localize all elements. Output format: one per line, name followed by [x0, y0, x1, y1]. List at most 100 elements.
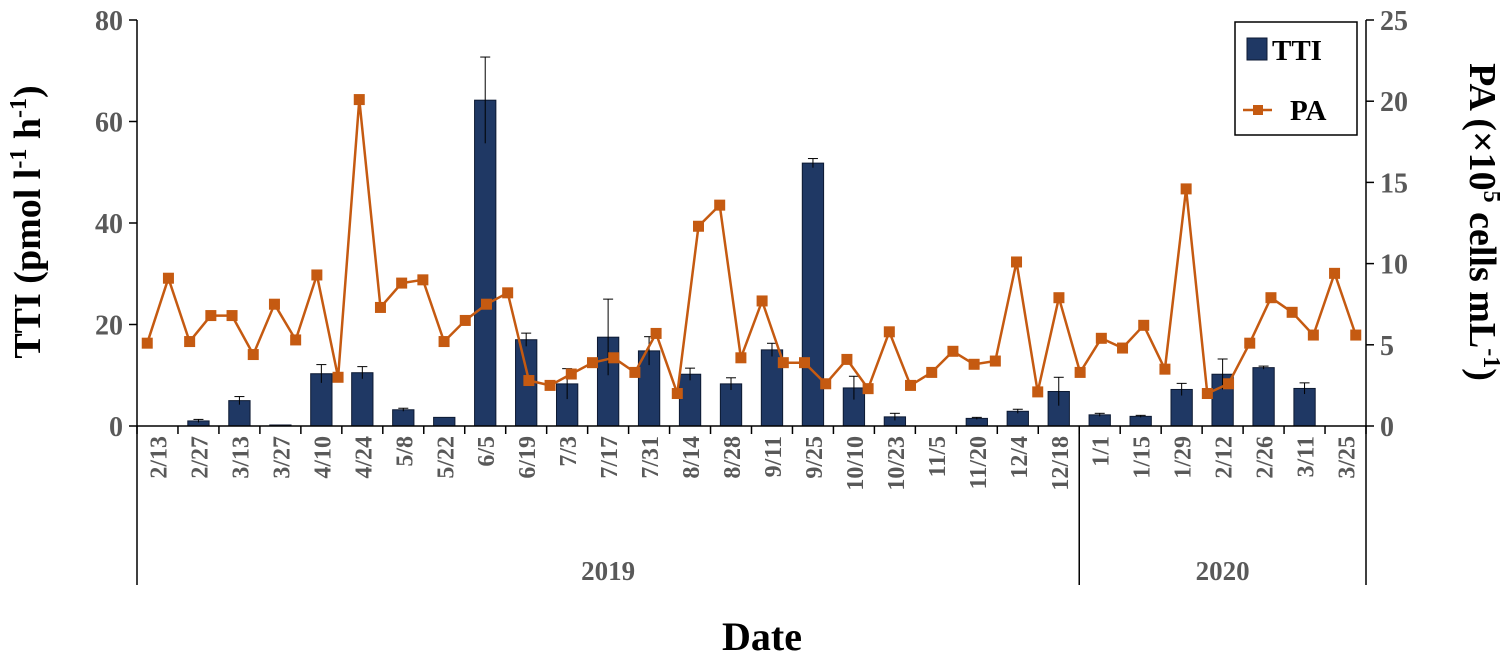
pa-point — [311, 269, 323, 281]
tick-labels: 0 20 40 60 80 0 5 10 15 20 25 2/13 2/27 3/13 3/27 4/10 4… — [95, 6, 1408, 586]
pa-point — [544, 379, 556, 391]
x-tick-label: 7/17 — [597, 436, 623, 479]
legend-bar-swatch — [1246, 37, 1268, 61]
x-tick-label: 2/12 — [1212, 436, 1238, 479]
x-tick-label: 9/25 — [802, 436, 828, 479]
x-tick-label: 1/15 — [1130, 436, 1156, 479]
pa-point — [1011, 256, 1023, 268]
pa-point — [1159, 363, 1171, 375]
pa-point — [1350, 329, 1362, 341]
pa-point — [947, 345, 959, 357]
legend: TTI PA — [1234, 21, 1358, 136]
legend-label-pa: PA — [1290, 95, 1327, 127]
pa-point — [1138, 319, 1150, 331]
pa-line — [146, 98, 1357, 395]
pa-point — [1053, 292, 1065, 304]
x-tick-label: 1/29 — [1171, 436, 1197, 479]
y-left-tick-label: 80 — [95, 6, 123, 37]
legend-label-tti: TTI — [1272, 35, 1322, 67]
pa-point — [608, 352, 620, 364]
pa-point — [1329, 267, 1341, 279]
x-tick-label: 2/27 — [187, 436, 213, 479]
pa-line-series — [141, 94, 1362, 400]
pa-point — [374, 301, 386, 313]
pa-point — [1180, 183, 1192, 195]
bar-tti — [719, 383, 743, 427]
bar-tti — [1252, 367, 1275, 427]
pa-point — [586, 357, 598, 369]
pa-point — [162, 272, 174, 284]
axes — [129, 19, 1374, 585]
x-tick-label: 6/19 — [515, 436, 541, 479]
y-right-tick-label: 15 — [1380, 168, 1408, 199]
x-tick-label: 3/13 — [228, 436, 254, 479]
pa-point — [1307, 329, 1319, 341]
pa-point — [247, 349, 259, 361]
bar-tti — [392, 409, 415, 427]
pa-point — [226, 310, 238, 322]
bar-tti — [1129, 415, 1152, 427]
bar-tti — [1088, 414, 1111, 427]
pa-point — [184, 336, 196, 348]
pa-point — [141, 337, 153, 349]
y-right-tick-label: 10 — [1380, 250, 1408, 281]
y-left-tick-label: 40 — [95, 209, 123, 240]
pa-point — [905, 379, 917, 391]
x-tick-label: 3/25 — [1335, 436, 1361, 479]
pa-point — [777, 357, 789, 369]
pa-point — [714, 199, 726, 211]
x-tick-label: 3/11 — [1294, 436, 1320, 477]
pa-point — [799, 357, 811, 369]
pa-point — [629, 366, 641, 378]
pa-point — [735, 352, 747, 364]
x-tick-label: 3/27 — [269, 436, 295, 479]
pa-point — [692, 220, 704, 232]
pa-point — [1032, 386, 1044, 398]
x-tick-label: 4/10 — [310, 436, 336, 479]
bar-tti — [474, 99, 497, 427]
bar-tti — [1006, 410, 1029, 427]
pa-point — [968, 358, 980, 370]
x-tick-label: 10/10 — [843, 436, 869, 491]
pa-point — [523, 375, 535, 387]
x-tick-label: 7/3 — [556, 436, 582, 467]
y-left-tick-label: 0 — [109, 412, 123, 443]
bar-tti — [351, 372, 374, 427]
y-right-tick-label: 5 — [1380, 331, 1394, 362]
x-axis-title: Date — [722, 614, 802, 659]
x-tick-label: 2/13 — [147, 436, 173, 479]
x-tick-label: 4/24 — [351, 436, 377, 479]
x-tick-label: 12/4 — [1007, 436, 1033, 479]
year-label: 2020 — [1196, 556, 1250, 586]
pa-point — [480, 298, 492, 310]
y-right-tick-label: 0 — [1380, 412, 1394, 443]
pa-point — [1201, 388, 1213, 400]
pa-point — [205, 310, 217, 322]
pa-point — [883, 326, 895, 338]
pa-point — [926, 366, 938, 378]
pa-point — [290, 334, 302, 346]
tti-bars — [187, 99, 1316, 427]
pa-point — [502, 287, 514, 299]
pa-point — [268, 298, 280, 310]
pa-point — [438, 336, 450, 348]
x-tick-label: 5/22 — [433, 436, 459, 479]
pa-point — [332, 371, 344, 383]
pa-point — [1095, 332, 1107, 344]
pa-point — [671, 388, 683, 400]
pa-point — [862, 383, 874, 395]
pa-point — [1265, 292, 1277, 304]
bar-tti — [1293, 387, 1316, 427]
pa-point — [1286, 306, 1298, 318]
pa-point — [353, 94, 365, 106]
x-tick-label: 1/1 — [1089, 436, 1115, 467]
y-left-tick-label: 60 — [95, 108, 123, 139]
y-right-tick-label: 20 — [1380, 87, 1408, 118]
x-tick-label: 8/14 — [679, 436, 705, 479]
x-tick-label: 12/18 — [1048, 436, 1074, 491]
pa-point — [1117, 342, 1129, 354]
bar-tti — [678, 373, 702, 427]
x-tick-label: 6/5 — [474, 436, 500, 467]
bar-tti — [433, 416, 456, 427]
